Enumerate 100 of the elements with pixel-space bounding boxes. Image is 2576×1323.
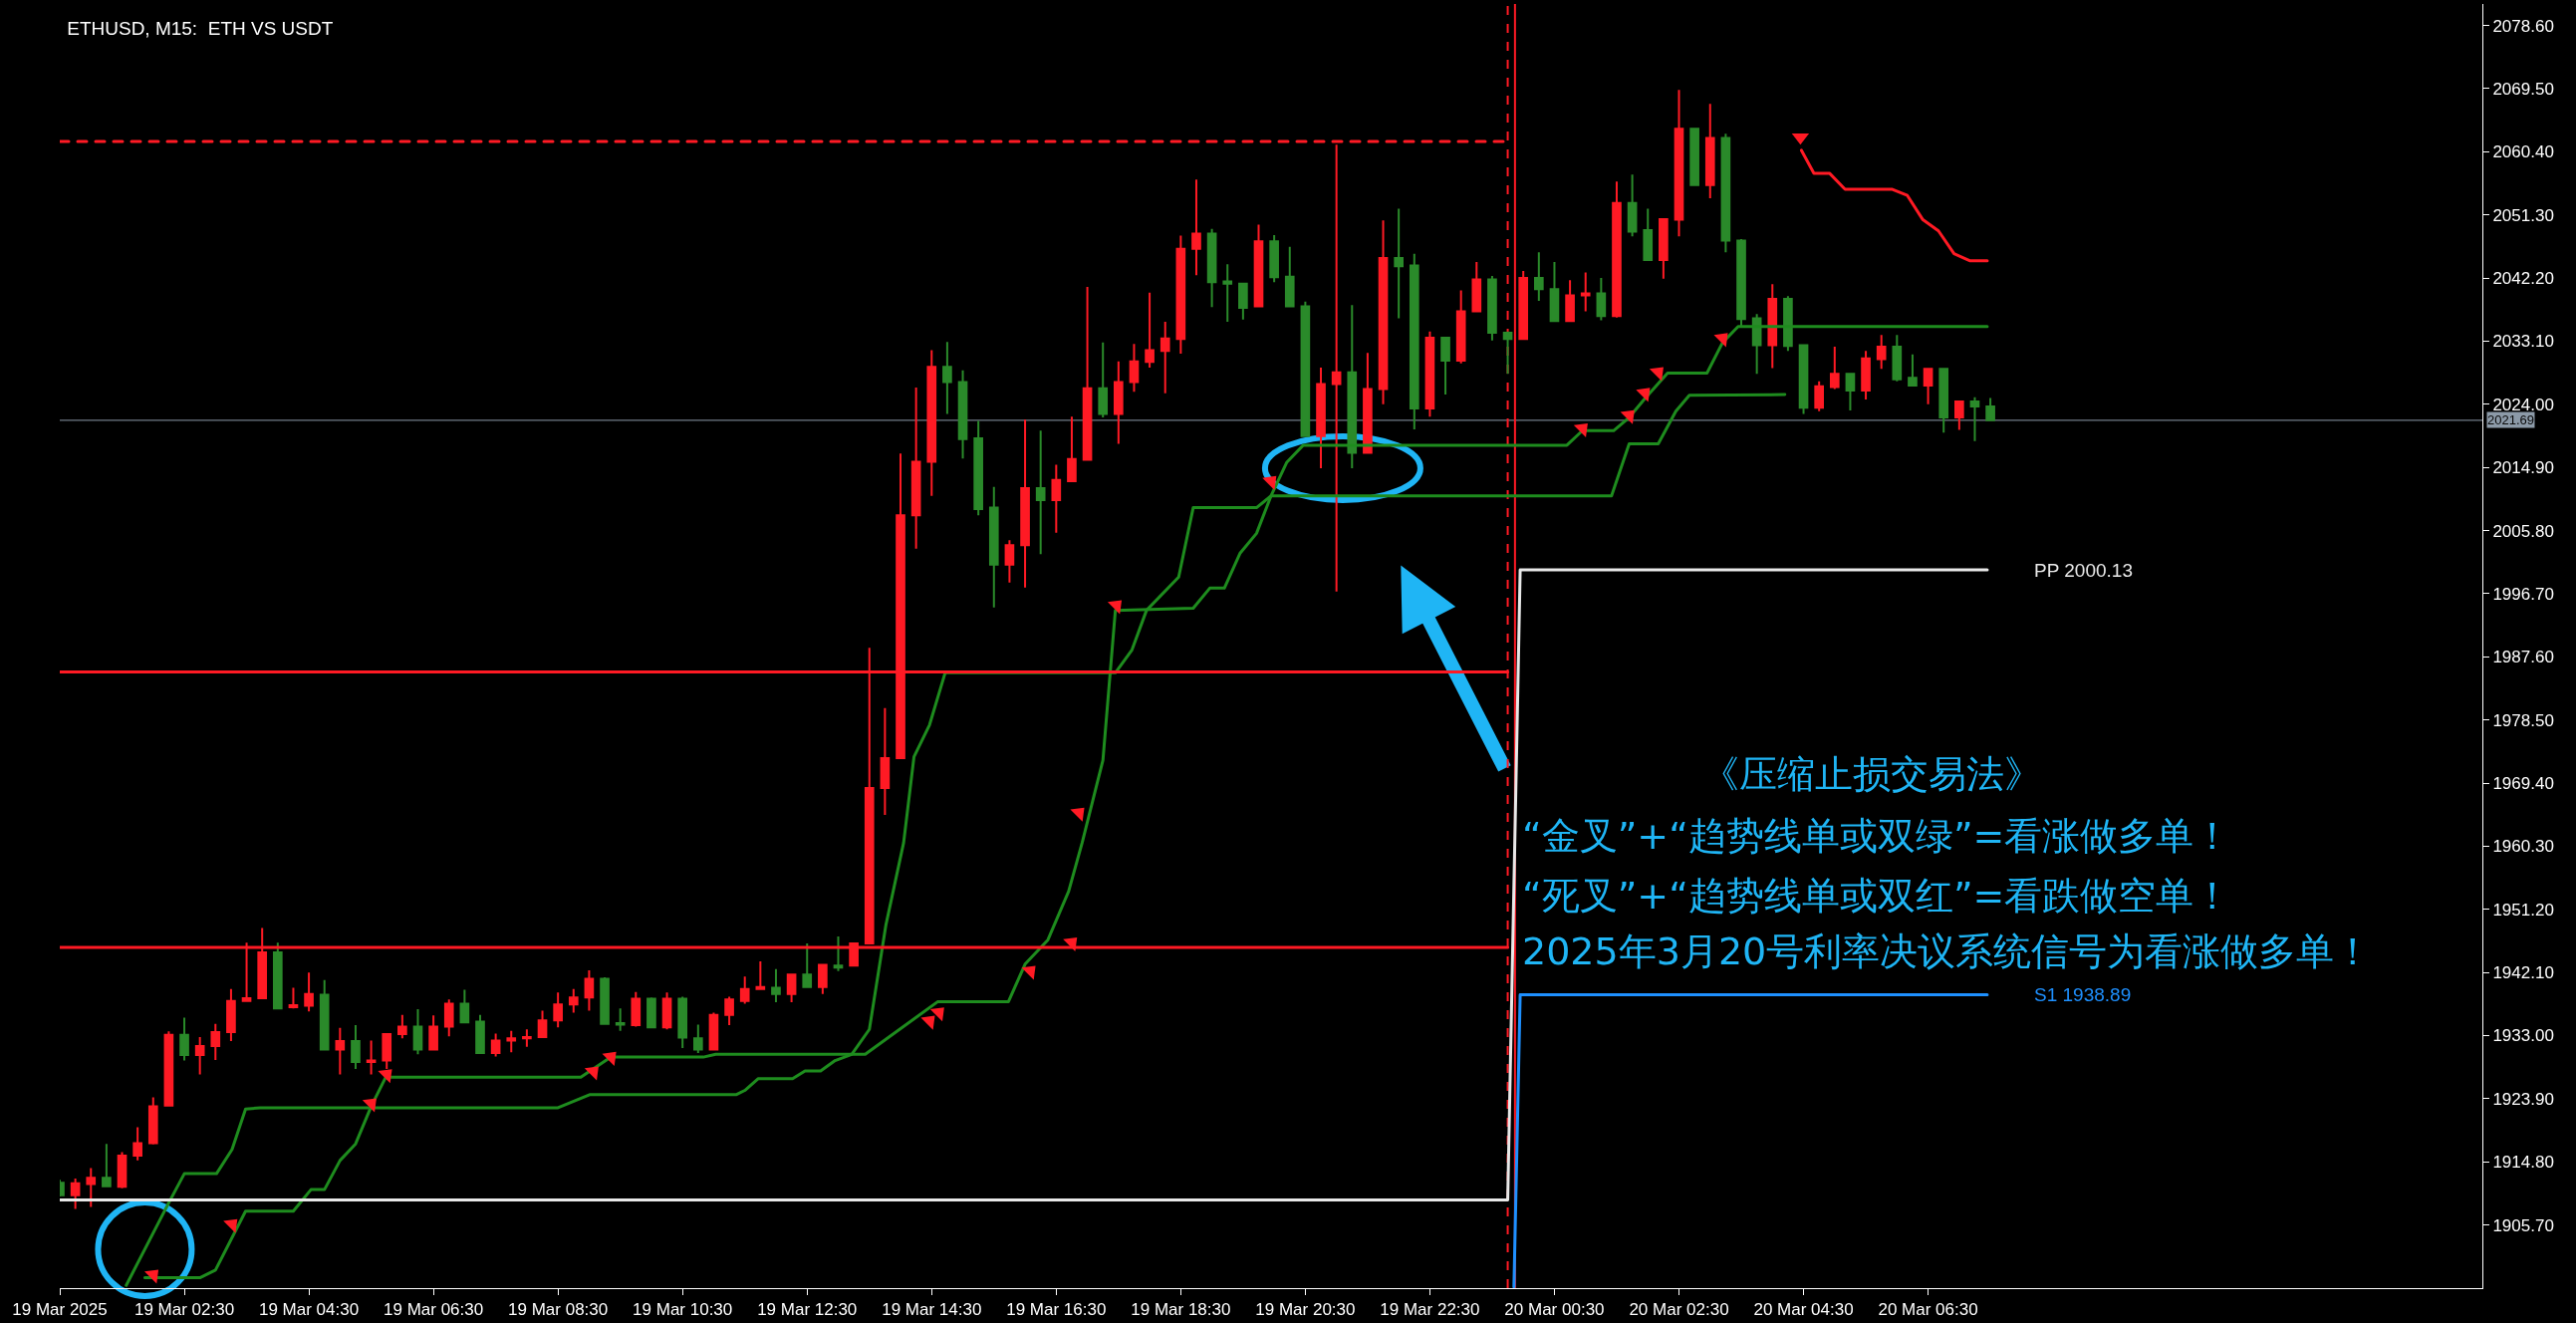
- candlestick: [459, 988, 470, 1024]
- y-tick-label: 1923.90: [2492, 1089, 2554, 1109]
- candlestick: [1487, 274, 1497, 342]
- y-tick-label: 2033.10: [2492, 332, 2554, 352]
- candlestick: [1082, 286, 1093, 461]
- candlestick: [1020, 418, 1030, 589]
- candlestick: [1004, 539, 1015, 584]
- candlestick: [319, 978, 330, 1051]
- candlestick: [1969, 396, 1980, 442]
- point: [584, 1066, 599, 1081]
- candlestick: [1191, 178, 1201, 277]
- candlestick: [942, 341, 952, 415]
- candlestick: [1363, 352, 1373, 454]
- candlestick: [1316, 366, 1326, 469]
- point: [1636, 388, 1651, 402]
- x-tick-label: 20 Mar 06:30: [1878, 1300, 1978, 1320]
- x-tick-label: 19 Mar 08:30: [508, 1300, 609, 1320]
- x-tick-label: 19 Mar 12:30: [757, 1300, 858, 1320]
- y-tick-label: 1960.30: [2492, 837, 2554, 857]
- candlestick: [1720, 132, 1731, 254]
- candlestick: [1518, 270, 1529, 341]
- candlestick: [1378, 219, 1389, 405]
- y-tick-label: 2042.20: [2492, 269, 2554, 289]
- candlestick: [615, 1007, 626, 1032]
- x-tick-label: 20 Mar 00:30: [1504, 1300, 1605, 1320]
- candlestick: [1502, 330, 1513, 376]
- candlestick: [163, 1030, 174, 1108]
- candlestick: [1098, 341, 1109, 419]
- candlestick: [1114, 360, 1124, 445]
- candlestick: [1331, 143, 1342, 593]
- x-tick-label: 19 Mar 16:30: [1006, 1300, 1107, 1320]
- candlestick: [1938, 368, 1949, 434]
- point: [1713, 333, 1728, 348]
- candlestick: [412, 1008, 423, 1056]
- candlestick: [304, 971, 314, 1013]
- line-series: [1799, 148, 1989, 263]
- annotation: “金叉”+“趋势线单或双绿”=看涨做多单！: [1522, 814, 2232, 858]
- candlestick: [86, 1167, 97, 1208]
- candlestick: [600, 976, 610, 1025]
- candlestick: [708, 1011, 719, 1051]
- candlestick: [957, 369, 968, 460]
- text: ETHUSD, M15: ETH VS USDT: [67, 17, 334, 39]
- candlestick: [1861, 350, 1871, 400]
- candlestick: [786, 973, 797, 1004]
- y-tick-label: 2005.80: [2492, 521, 2554, 541]
- x-tick-label: 19 Mar 06:30: [384, 1300, 484, 1320]
- candlestick: [147, 1096, 158, 1146]
- candlestick: [1829, 346, 1840, 391]
- candlestick: [428, 1014, 438, 1051]
- candlestick: [102, 1143, 112, 1188]
- candlestick: [335, 1026, 346, 1076]
- candlestick: [117, 1151, 128, 1190]
- candlestick: [1643, 207, 1654, 261]
- candlestick: [1051, 463, 1062, 534]
- x-tick-label: 19 Mar 04:30: [258, 1300, 360, 1320]
- y-tick-label: 2078.60: [2492, 16, 2554, 36]
- candlestick: [584, 969, 595, 1012]
- candlestick: [226, 987, 236, 1043]
- candlestick: [1440, 336, 1450, 397]
- candlestick: [1222, 263, 1233, 323]
- candlestick: [1471, 261, 1482, 313]
- candlestick: [771, 967, 781, 1004]
- y-tick-label: 1969.40: [2492, 773, 2554, 793]
- annotation: 2025年3月20号利率决议系统信号为看涨做多单！: [1522, 929, 2373, 973]
- candlestick: [1627, 173, 1638, 238]
- y-tick-label: 1933.00: [2492, 1026, 2554, 1046]
- y-tick-label: 2069.50: [2492, 79, 2554, 99]
- candlestick: [802, 941, 813, 988]
- candlestick: [1067, 415, 1077, 483]
- y-tick-label: 1951.20: [2492, 900, 2554, 920]
- candlestick: [179, 1016, 189, 1062]
- candlestick: [1424, 330, 1435, 418]
- candlestick: [833, 934, 844, 972]
- x-tick-label: 20 Mar 02:30: [1629, 1300, 1729, 1320]
- candlestick: [1409, 252, 1419, 430]
- x-tick-label: 19 Mar 20:30: [1255, 1300, 1356, 1320]
- candlestick: [739, 975, 750, 1005]
- point: [362, 1098, 377, 1113]
- annotation: “死叉”+“趋势线单或双红”=看跌做空单！: [1522, 874, 2232, 918]
- y-tick-label: 1905.70: [2492, 1215, 2554, 1235]
- candlestick: [506, 1029, 517, 1054]
- text: PP 2000.13: [2034, 560, 2133, 581]
- candlestick: [1814, 380, 1824, 412]
- candlestick: [351, 1024, 361, 1070]
- y-tick-label: 1996.70: [2492, 584, 2554, 604]
- x-tick-label: 19 Mar 18:30: [1131, 1300, 1231, 1320]
- candlestick: [568, 987, 579, 1014]
- candlestick: [537, 1009, 548, 1038]
- annotation: 《压缩止损交易法》: [1701, 752, 2042, 796]
- candlestick: [210, 1022, 221, 1061]
- point: [1620, 409, 1635, 424]
- candlestick: [272, 941, 283, 1010]
- x-tick-label: 19 Mar 14:30: [882, 1300, 982, 1320]
- candlestick: [1253, 223, 1264, 308]
- candlestick: [1565, 279, 1575, 323]
- candlestick: [1612, 180, 1622, 319]
- candlestick: [1394, 207, 1404, 320]
- candlestick: [132, 1126, 142, 1162]
- candlestick: [1300, 300, 1311, 437]
- candlestick: [1238, 282, 1248, 321]
